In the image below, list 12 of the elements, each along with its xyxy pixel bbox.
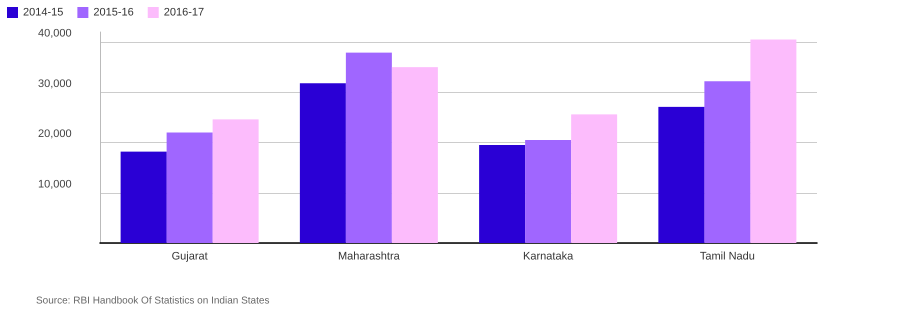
x-tick-label: Gujarat xyxy=(172,250,208,262)
source-note: Source: RBI Handbook Of Statistics on Indian States xyxy=(36,296,270,306)
x-tick-label: Maharashtra xyxy=(338,250,401,262)
y-tick-label: 30,000 xyxy=(38,78,72,90)
legend-label: 2015-16 xyxy=(93,6,134,18)
x-tick-label: Tamil Nadu xyxy=(700,250,755,262)
y-tick-label: 20,000 xyxy=(38,128,72,140)
legend-label: 2014-15 xyxy=(23,6,64,18)
legend-label: 2016-17 xyxy=(164,6,204,18)
y-tick-label: 40,000 xyxy=(38,28,72,40)
y-tick-label: 10,000 xyxy=(38,178,72,190)
x-tick-label: Karnataka xyxy=(523,250,574,262)
